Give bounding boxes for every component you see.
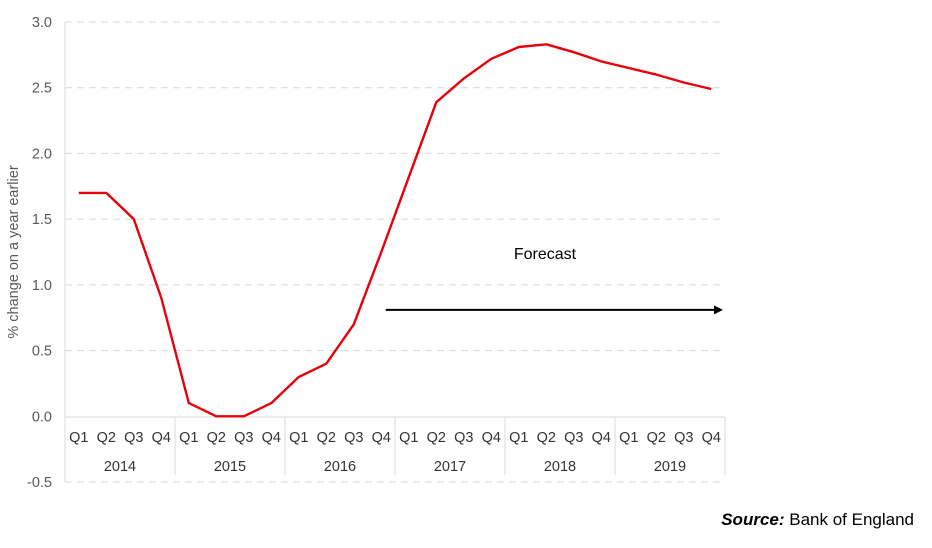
- x-tick-label: Q3: [454, 430, 473, 446]
- forecast-label: Forecast: [514, 246, 577, 263]
- forecast-annotation: Forecast: [385, 246, 723, 315]
- x-tick-label: Q2: [97, 430, 116, 446]
- y-tick-label: 0.0: [32, 409, 52, 425]
- x-tick-label: Q4: [152, 430, 171, 446]
- series-line: [78, 43, 712, 418]
- x-tick-label: Q1: [509, 430, 528, 446]
- source-text: Bank of England: [784, 510, 914, 529]
- x-tick-label: Q2: [317, 430, 336, 446]
- y-tick-label: -0.5: [27, 475, 52, 491]
- y-tick-label: 1.5: [32, 212, 52, 228]
- x-tick-label: Q4: [482, 430, 501, 446]
- y-tick-label: 2.5: [32, 81, 52, 97]
- x-tick-label: Q3: [124, 430, 143, 446]
- x-tick-label: Q2: [647, 430, 666, 446]
- year-label: 2019: [654, 459, 686, 475]
- y-axis: -0.5 0.0 0.5 1.0 1.5 2.0 2.5 3.0: [27, 15, 52, 491]
- x-tick-label: Q4: [262, 430, 281, 446]
- y-tick-label: 1.0: [32, 278, 52, 294]
- x-tick-label: Q2: [537, 430, 556, 446]
- y-tick-label: 2.0: [32, 146, 52, 162]
- year-label: 2015: [214, 459, 246, 475]
- gridlines: [65, 21, 725, 483]
- source-label: Source:: [721, 510, 785, 529]
- x-tick-labels: Q1 Q2 Q3 Q4 Q1 Q2 Q3 Q4 Q1 Q2 Q3 Q4 Q1 Q2 Q3 Q4 Q1 Q2 Q3 Q4…: [69, 430, 721, 475]
- x-tick-label: Q1: [289, 430, 308, 446]
- x-tick-label: Q3: [564, 430, 583, 446]
- y-tick-label: 3.0: [32, 15, 52, 31]
- x-tick-label: Q4: [702, 430, 721, 446]
- x-tick-label: Q4: [372, 430, 391, 446]
- x-tick-label: Q3: [674, 430, 693, 446]
- y-tick-label: 0.5: [32, 344, 52, 360]
- year-label: 2017: [434, 459, 466, 475]
- x-tick-label: Q2: [207, 430, 226, 446]
- year-label: 2014: [104, 459, 136, 475]
- x-tick-label: Q1: [619, 430, 638, 446]
- x-tick-label: Q3: [344, 430, 363, 446]
- x-axis: [64, 22, 726, 482]
- series-layer: [78, 43, 712, 418]
- x-tick-label: Q4: [592, 430, 611, 446]
- year-label: 2016: [324, 459, 356, 475]
- source-note: Source: Bank of England: [721, 510, 914, 530]
- year-label: 2018: [544, 459, 576, 475]
- y-axis-label: % change on a year earlier: [6, 165, 22, 338]
- x-tick-label: Q1: [179, 430, 198, 446]
- x-tick-label: Q2: [427, 430, 446, 446]
- x-tick-label: Q1: [69, 430, 88, 446]
- x-tick-label: Q1: [399, 430, 418, 446]
- x-tick-label: Q3: [234, 430, 253, 446]
- forecast-arrow-head: [714, 305, 723, 315]
